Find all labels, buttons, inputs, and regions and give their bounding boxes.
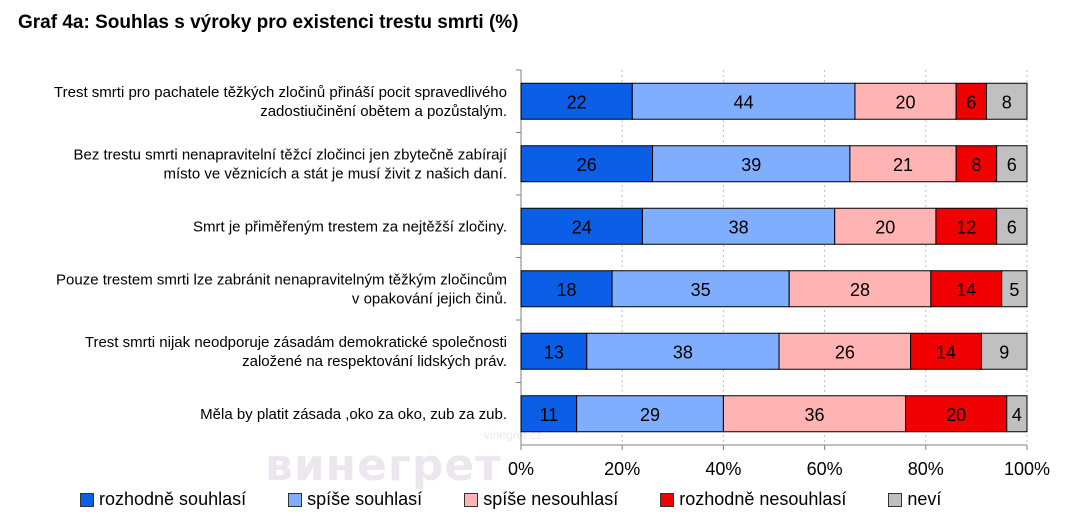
data-label: 14 bbox=[956, 280, 976, 300]
legend-item: neví bbox=[888, 489, 941, 510]
data-label: 6 bbox=[1007, 155, 1017, 175]
chart-legend: rozhodně souhlasí spíše souhlasí spíše nes… bbox=[80, 489, 983, 510]
data-label: 20 bbox=[896, 92, 916, 112]
legend-swatch bbox=[288, 492, 303, 507]
stacked-bar-chart: 0% 20% 40% 60% 80% 100% Trest smrti pro pachat… bbox=[54, 69, 1050, 479]
data-label: 44 bbox=[734, 92, 754, 112]
data-label: 20 bbox=[875, 217, 895, 237]
bar-segment bbox=[996, 145, 1028, 183]
data-label: 8 bbox=[1002, 92, 1012, 112]
x-tick-label: 80% bbox=[908, 459, 944, 479]
category-label: zadostiučinění obětem a pozůstalým. bbox=[260, 103, 507, 120]
data-label: 6 bbox=[1007, 217, 1017, 237]
data-label: 14 bbox=[936, 342, 956, 362]
bar-segment bbox=[955, 145, 998, 183]
legend-swatch bbox=[660, 492, 675, 507]
data-label: 20 bbox=[946, 405, 966, 425]
chart-title: Graf 4a: Souhlas s výroky pro existenci … bbox=[18, 12, 519, 33]
x-tick-label: 40% bbox=[705, 459, 741, 479]
legend-swatch bbox=[888, 492, 903, 507]
bar-segment bbox=[1006, 395, 1028, 433]
bar-segment bbox=[641, 207, 836, 245]
data-label: 39 bbox=[741, 155, 761, 175]
legend-label: spíše nesouhlasí bbox=[483, 489, 619, 509]
category-label: Smrt je přiměřeným trestem za nejtěžší z… bbox=[193, 218, 507, 235]
data-label: 28 bbox=[850, 280, 870, 300]
bar-segment bbox=[611, 270, 790, 308]
data-label: 21 bbox=[893, 155, 913, 175]
data-label: 11 bbox=[539, 405, 558, 425]
data-label: 9 bbox=[999, 342, 1009, 362]
bar-segment bbox=[935, 207, 998, 245]
category-label: Trest smrti nijak neodporuje zásadám dem… bbox=[85, 334, 507, 351]
legend-swatch bbox=[464, 492, 479, 507]
data-label: 5 bbox=[1009, 280, 1019, 300]
data-label: 26 bbox=[577, 155, 597, 175]
bar-segment bbox=[520, 145, 654, 183]
bar-segment bbox=[576, 395, 724, 433]
bar-segment bbox=[980, 332, 1028, 370]
x-tick-label: 20% bbox=[604, 459, 640, 479]
category-label: Bez trestu smrti nenapravitelní těžcí zl… bbox=[73, 146, 507, 163]
bar-segment bbox=[930, 270, 1003, 308]
bar-segment bbox=[986, 82, 1028, 120]
data-label: 35 bbox=[691, 280, 711, 300]
category-label: v opakování jejich činů. bbox=[352, 290, 507, 307]
bar-segment bbox=[520, 395, 578, 433]
legend-label: rozhodně souhlasí bbox=[99, 489, 247, 509]
data-label: 18 bbox=[557, 280, 577, 300]
data-label: 13 bbox=[544, 342, 564, 362]
data-label: 22 bbox=[567, 92, 587, 112]
data-label: 29 bbox=[640, 405, 660, 425]
data-label: 4 bbox=[1012, 405, 1022, 425]
bar-segment bbox=[955, 82, 988, 120]
category-label: Trest smrti pro pachatele těžkých zločin… bbox=[54, 84, 507, 101]
bar-segment bbox=[778, 332, 912, 370]
data-label: 12 bbox=[956, 217, 976, 237]
x-tick-label: 60% bbox=[807, 459, 843, 479]
data-label: 38 bbox=[673, 342, 693, 362]
legend-swatch bbox=[80, 492, 94, 507]
bar-segment bbox=[586, 332, 780, 370]
bar-segment bbox=[520, 270, 613, 308]
data-label: 26 bbox=[835, 342, 855, 362]
bar-segment bbox=[520, 82, 633, 120]
legend-label: neví bbox=[907, 489, 942, 509]
data-label: 24 bbox=[572, 217, 592, 237]
category-label: místo ve věznicích a stát je musí živit … bbox=[164, 165, 507, 182]
category-label: založené na respektování lidských práv. bbox=[242, 353, 507, 370]
legend-label: rozhodně nesouhlasí bbox=[679, 489, 847, 509]
legend-label: spíše souhlasí bbox=[307, 489, 423, 509]
bar-segment bbox=[996, 207, 1028, 245]
legend-item: rozhodně nesouhlasí bbox=[660, 489, 846, 510]
bar-segment bbox=[849, 145, 957, 183]
data-label: 8 bbox=[971, 155, 981, 175]
legend-item: rozhodně souhlasí bbox=[80, 489, 246, 510]
bar-segment bbox=[834, 207, 937, 245]
category-label: Měla by platit zásada ,oko za oko, zub z… bbox=[200, 406, 507, 423]
category-label: Pouze trestem smrti lze zabránit nenapra… bbox=[56, 271, 507, 288]
data-label: 36 bbox=[804, 405, 824, 425]
legend-item: spíše nesouhlasí bbox=[464, 489, 618, 510]
x-tick-label: 0% bbox=[508, 459, 534, 479]
x-tick-label: 100% bbox=[1004, 459, 1050, 479]
bar-segment bbox=[905, 395, 1008, 433]
data-label: 6 bbox=[966, 92, 976, 112]
bar-segment bbox=[854, 82, 957, 120]
legend-item: spíše souhlasí bbox=[288, 489, 422, 510]
data-label: 38 bbox=[729, 217, 749, 237]
bar-segment bbox=[1001, 270, 1028, 308]
watermark: винегрет bbox=[265, 440, 502, 491]
